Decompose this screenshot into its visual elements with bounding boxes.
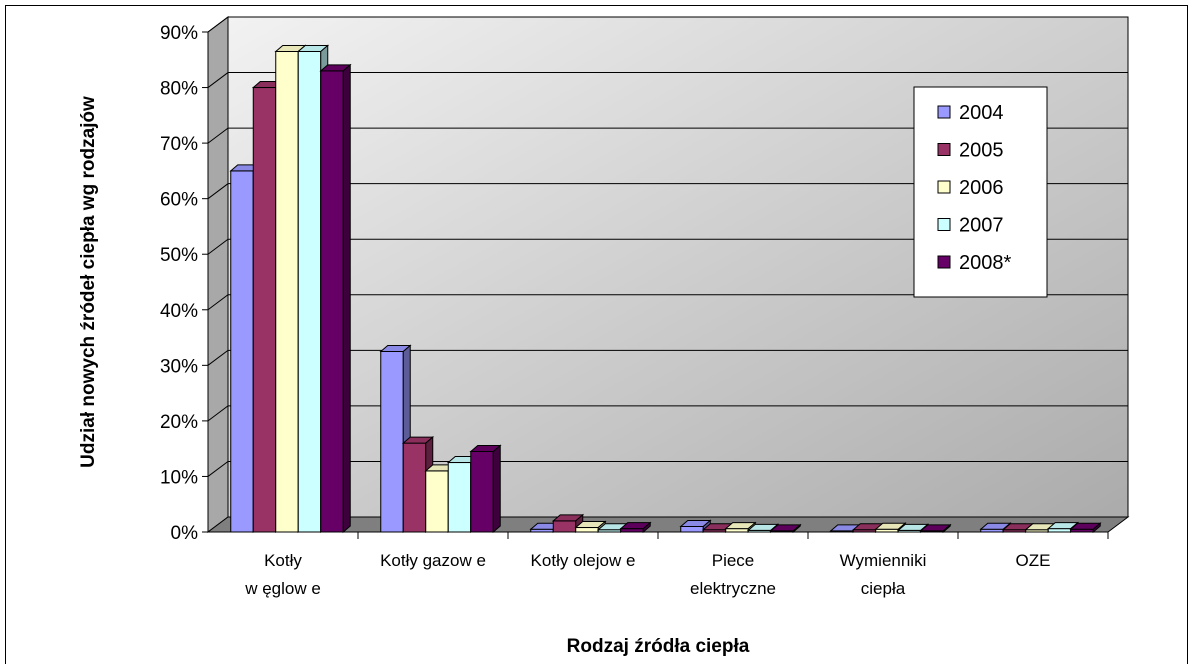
x-tick-label: w ęglow e <box>244 579 321 598</box>
bar <box>619 521 652 534</box>
y-tick-label: 0% <box>171 523 199 544</box>
y-tick-label: 50% <box>160 245 198 266</box>
bar <box>769 523 802 534</box>
gridline <box>207 238 1128 255</box>
x-tick-label: ciepła <box>861 579 906 598</box>
legend: 2004 2005 2006 2007 2008* <box>913 86 1048 298</box>
gridline <box>207 294 1128 311</box>
y-tick-label: 80% <box>160 79 198 100</box>
legend-swatch <box>937 143 951 156</box>
legend-box <box>913 86 1048 298</box>
legend-label: 2008* <box>959 252 1011 274</box>
x-tick-label: Wymienniki <box>840 551 927 570</box>
x-axis-title: Rodzaj źródła ciepła <box>567 636 750 657</box>
legend-label: 2004 <box>959 102 1004 124</box>
y-axis-title: Udział nowych źródeł ciepła wg rodzajów <box>78 96 99 468</box>
y-tick-label: 30% <box>160 356 198 377</box>
x-tick-label: Kotły <box>264 551 302 570</box>
y-tick-label: 40% <box>160 301 198 322</box>
legend-swatch <box>937 218 951 231</box>
bar <box>919 523 952 534</box>
y-tick-label: 70% <box>160 134 198 155</box>
gridline <box>207 183 1128 200</box>
gridline <box>207 127 1128 144</box>
gridline <box>207 405 1128 422</box>
x-tick-label: Kotły gazow e <box>380 551 486 570</box>
y-tick-label: 20% <box>160 412 198 433</box>
gridline <box>207 349 1128 366</box>
y-tick-label: 10% <box>160 467 198 488</box>
y-tick-label: 90% <box>160 23 198 44</box>
x-tick-label: Piece <box>712 551 755 570</box>
side-wall <box>207 16 229 533</box>
legend-swatch <box>937 255 951 269</box>
legend-label: 2006 <box>959 177 1004 199</box>
gridline <box>207 72 1128 88</box>
legend-label: 2005 <box>959 140 1004 162</box>
gridline <box>207 16 1128 33</box>
legend-swatch <box>937 105 951 119</box>
legend-swatch <box>937 180 951 194</box>
bar <box>469 444 502 534</box>
x-tick-label: OZE <box>1016 551 1051 570</box>
legend-label: 2007 <box>959 215 1004 237</box>
bar <box>1069 522 1102 534</box>
bar <box>319 63 352 534</box>
x-tick-label: elektryczne <box>690 579 776 598</box>
gridline <box>207 460 1128 477</box>
y-tick-label: 60% <box>160 190 198 211</box>
x-tick-label: Kotły olejow e <box>531 551 636 570</box>
